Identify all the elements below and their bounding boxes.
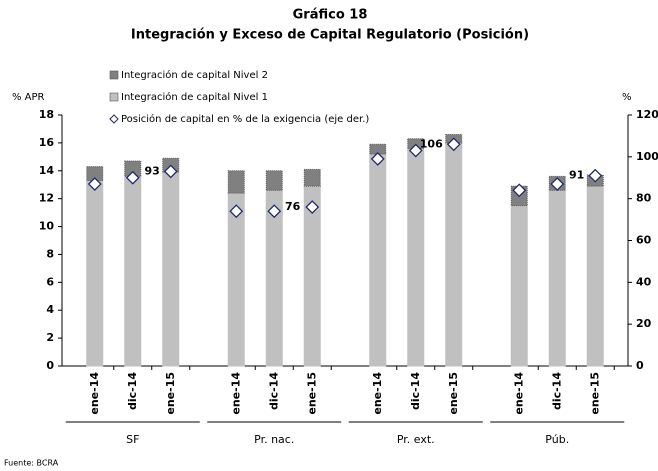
group-label: SF (126, 433, 139, 446)
y-tick-label: 4 (46, 303, 54, 316)
diamond-marker (588, 168, 603, 183)
bar-segment (407, 147, 425, 367)
y-tick-label: 0 (46, 359, 54, 372)
diamond-marker (446, 137, 461, 152)
y2-tick-label: 80 (636, 192, 652, 205)
data-label: 91 (569, 169, 584, 182)
diamond-marker (408, 143, 423, 158)
group-label: Púb. (545, 433, 569, 446)
chart-title: Gráfico 18 (293, 8, 368, 23)
diamond-marker (163, 164, 178, 179)
y-tick-label: 10 (39, 220, 55, 233)
data-label: 76 (285, 200, 301, 213)
y2-tick-label: 100 (636, 150, 658, 163)
group-label: Pr. nac. (254, 433, 294, 446)
y2-tick-label: 20 (636, 317, 652, 330)
bar-segment (407, 138, 425, 149)
diamond-marker (87, 177, 102, 191)
x-tick-label: dic-14 (126, 372, 139, 410)
diamond-marker (550, 177, 565, 191)
x-tick-label: dic-14 (550, 372, 563, 410)
source: Fuente: BCRA (4, 459, 59, 468)
x-tick-label: dic-14 (267, 372, 280, 410)
y2-tick-label: 120 (636, 108, 658, 121)
y2-tick-label: 60 (636, 234, 652, 247)
bar-segment (162, 171, 180, 367)
legend-swatch (109, 70, 119, 80)
legend-label: Integración de capital Nivel 2 (121, 69, 268, 81)
chart-subtitle: Integración y Exceso de Capital Regulato… (131, 28, 529, 43)
bar-segment (369, 153, 387, 367)
y-tick-label: 16 (39, 136, 55, 149)
diamond-marker (267, 204, 282, 219)
bar-segment (265, 170, 283, 191)
legend-label: Posición de capital en % de la exigencia… (121, 113, 369, 125)
bar-segment (303, 168, 321, 187)
diamond-marker (125, 170, 140, 185)
y-tick-label: 18 (39, 108, 54, 121)
y-tick-label: 6 (46, 275, 54, 288)
diamond-marker (512, 183, 527, 198)
y-tick-label: 14 (39, 164, 55, 177)
y-tick-label: 2 (46, 331, 54, 344)
data-label: 106 (420, 137, 443, 150)
legend-marker (109, 114, 119, 124)
bar-segment (510, 205, 528, 367)
bar-segment (124, 160, 142, 177)
x-tick-label: ene-14 (512, 372, 525, 415)
legend-swatch (109, 92, 119, 102)
bar-segment (548, 189, 566, 367)
x-tick-label: ene-15 (164, 372, 177, 415)
diamond-marker (370, 152, 385, 166)
bar-segment (86, 166, 104, 182)
x-tick-label: ene-15 (447, 372, 460, 415)
bar-segment (445, 142, 463, 367)
legend-label: Integración de capital Nivel 1 (121, 91, 268, 103)
bar-segment (265, 189, 283, 367)
y2-tick-label: 40 (636, 275, 652, 288)
y-axis-label: % APR (12, 92, 45, 103)
y-tick-label: 8 (46, 247, 54, 260)
x-tick-label: ene-14 (229, 372, 242, 415)
bar-segment (86, 180, 104, 367)
x-tick-label: ene-15 (305, 372, 318, 415)
bar-segment (369, 143, 387, 155)
bar-segment (124, 175, 142, 367)
bar-segment (227, 170, 245, 194)
bar-segment (586, 185, 604, 367)
diamond-marker (305, 200, 320, 214)
x-tick-label: ene-14 (88, 372, 101, 415)
x-tick-label: ene-14 (371, 372, 384, 415)
x-tick-label: ene-15 (588, 372, 601, 415)
data-label: 93 (144, 164, 159, 177)
diamond-marker (229, 204, 244, 219)
x-tick-label: dic-14 (409, 372, 422, 410)
y-tick-label: 12 (39, 192, 54, 205)
group-label: Pr. ext. (397, 433, 435, 446)
y2-axis-label: % (622, 92, 632, 103)
y2-tick-label: 0 (636, 359, 644, 372)
bar-segment (227, 192, 245, 367)
